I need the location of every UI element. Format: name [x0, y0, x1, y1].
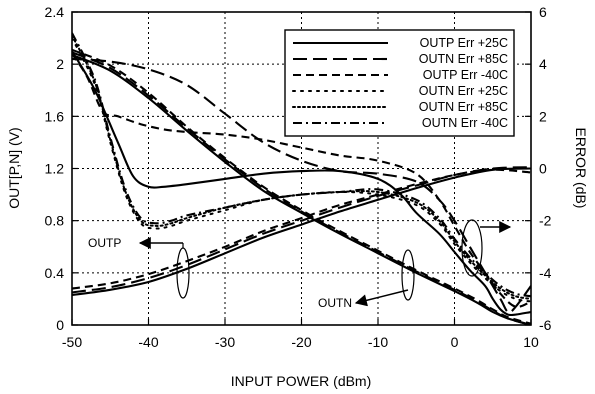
y-tick-label: 0.4	[45, 265, 65, 281]
y-tick-label: 0.8	[45, 213, 65, 229]
tick-labels: -50 -40 -30 -20 -10 0 1000.40.81.21.622.4-6-4-…	[45, 4, 552, 350]
x-tick-label: -10	[368, 334, 388, 350]
x-tick-label: -50	[62, 334, 82, 350]
y2-tick-label: 0	[539, 161, 547, 177]
grid	[72, 12, 531, 325]
series-line-6	[72, 168, 531, 290]
y-tick-label: 1.6	[45, 108, 65, 124]
annotations: OUTP OUTN	[88, 219, 512, 310]
annotation-error-ellipse	[461, 219, 483, 277]
series-line-8	[72, 57, 531, 314]
series-line-12	[72, 32, 531, 298]
series-line-9	[72, 53, 531, 308]
y-tick-label: 2.4	[45, 4, 65, 20]
series-line-7	[72, 50, 531, 317]
legend-label: OUTP Err +25C	[420, 36, 508, 50]
annotation-outn-arrow	[354, 289, 409, 307]
legend-box	[284, 29, 515, 137]
y-tick-label: 1.2	[45, 161, 65, 177]
series-line-5	[72, 166, 531, 294]
x-tick-label: 10	[523, 334, 539, 350]
series-line-2	[72, 51, 531, 325]
annotation-outp: OUTP	[88, 236, 121, 250]
series-line-10	[72, 37, 531, 303]
x-axis-title: INPUT POWER (dBm)	[231, 373, 372, 389]
legend-label: OUTP Err -40C	[423, 68, 508, 82]
x-tick-label: -20	[291, 334, 311, 350]
y2-tick-label: -2	[539, 213, 552, 229]
legend-label: OUTN Err -40C	[422, 116, 508, 130]
y-axis-title: OUT[P,N] (V)	[6, 127, 22, 208]
annotation-outn: OUTN	[318, 296, 352, 310]
legend-label: OUTN Err +85C	[419, 52, 508, 66]
y2-tick-label: -6	[539, 317, 552, 333]
series-line-1	[72, 54, 531, 325]
legend-label: OUTN Err +25C	[419, 84, 508, 98]
x-tick-label: 0	[451, 334, 459, 350]
y-tick-label: 0	[56, 317, 64, 333]
legend-label: OUTN Err +85C	[419, 100, 508, 114]
y2-axis-title: ERROR (dB)	[573, 128, 589, 209]
y2-tick-label: 4	[539, 56, 547, 72]
legend: OUTP Err +25C OUTN Err +85C OUTP Err -40C O…	[284, 29, 515, 137]
x-tick-label: -40	[138, 334, 158, 350]
y2-tick-label: 6	[539, 4, 547, 20]
annotation-outn-ellipse	[401, 249, 415, 301]
series-layer	[72, 32, 531, 325]
y-tick-label: 2	[56, 56, 64, 72]
y2-tick-label: -4	[539, 265, 552, 281]
series-line-3	[72, 48, 531, 325]
x-tick-label: -30	[215, 334, 235, 350]
series-line-4	[72, 167, 531, 297]
y2-tick-label: 2	[539, 108, 547, 124]
